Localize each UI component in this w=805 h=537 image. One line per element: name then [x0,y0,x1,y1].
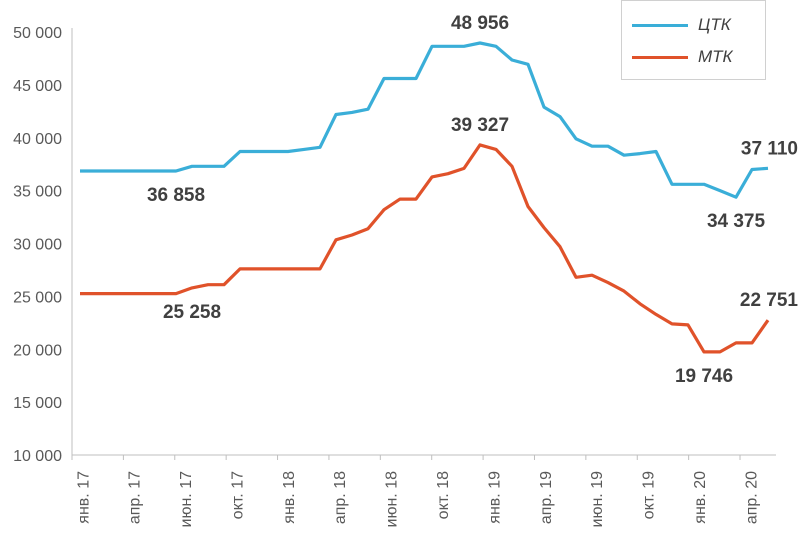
y-tick-label: 30 000 [13,237,62,254]
legend-item-ctk: ЦТК [632,15,731,35]
data-label: 36 858 [147,185,205,206]
x-tick-label: янв. 20 [692,471,709,524]
y-tick-label: 50 000 [13,25,62,42]
series-line-1 [80,143,770,354]
x-tick-label: янв. 18 [281,471,298,524]
y-tick-label: 25 000 [13,289,62,306]
data-label: 37 110 [741,138,798,159]
x-tick-label: янв. 19 [486,471,503,524]
x-tick-label: янв. 17 [75,471,92,524]
x-tick-label: июн. 18 [384,471,401,528]
x-axis: янв. 17 апр. 17 июн. 17 окт. 17 янв. 18 апр. … [71,454,776,528]
y-tick-label: 40 000 [13,131,62,148]
data-label: 25 258 [163,302,221,323]
y-axis: 10 000 15 000 20 000 25 000 30 000 35 000 40 0… [13,25,73,465]
x-tick-label: июн. 19 [589,471,606,528]
data-label: 22 751 [740,290,799,311]
data-label: 34 375 [707,211,766,232]
x-tick-label: июн. 17 [178,471,195,528]
data-label: 19 746 [675,366,733,387]
x-tick-label: апр. 20 [743,471,760,524]
legend-label-ctk: ЦТК [698,15,731,34]
series-layer [79,41,770,354]
legend-label-mtk: МТК [698,47,733,66]
x-tick-label: окт. 18 [435,471,452,519]
x-tick-label: апр. 19 [538,471,555,524]
y-tick-label: 15 000 [13,395,62,412]
data-labels: 36 858 48 956 34 375 37 110 25 258 39 327 19 7… [147,13,798,387]
legend-swatch-ctk [632,23,688,27]
x-tick-label: апр. 18 [332,471,349,524]
x-tick-label: окт. 19 [641,471,658,519]
y-tick-label: 35 000 [13,184,62,201]
legend-item-mtk: МТК [632,47,733,67]
legend-swatch-mtk [632,55,688,59]
legend: ЦТК МТК [621,0,766,80]
data-label: 48 956 [451,13,509,34]
series-line-0 [80,41,769,199]
y-tick-label: 10 000 [13,448,62,465]
y-tick-label: 45 000 [13,78,62,95]
y-tick-label: 20 000 [13,342,62,359]
x-tick-label: окт. 17 [229,471,246,519]
data-label: 39 327 [451,115,509,136]
x-tick-label: апр. 17 [127,471,144,524]
